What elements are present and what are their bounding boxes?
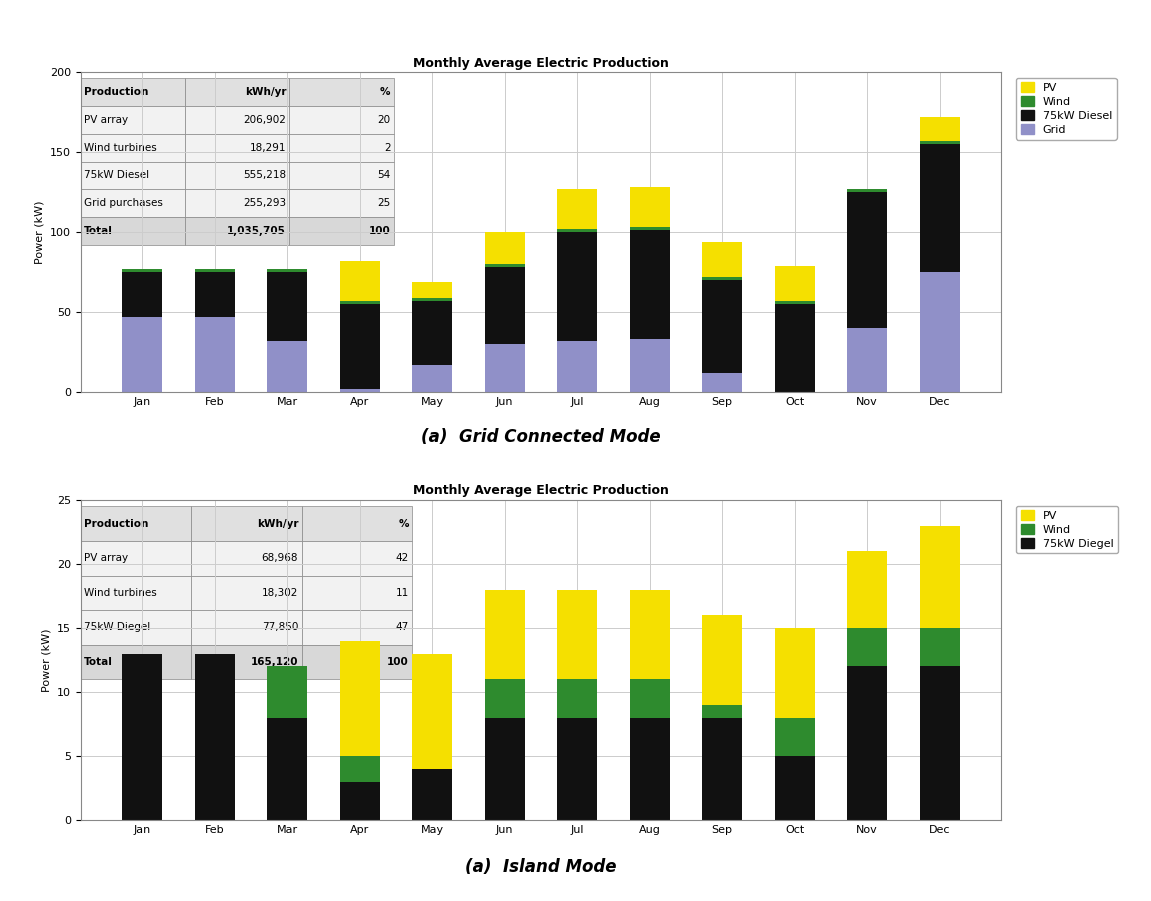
Bar (122, 268, 162, 272)
Bar (412, 769, 452, 820)
Bar (920, 144, 960, 272)
Bar (267, 341, 307, 392)
Bar (630, 187, 670, 227)
Bar (775, 717, 815, 756)
Title: Monthly Average Electric Production: Monthly Average Electric Production (413, 485, 669, 497)
Bar (485, 589, 525, 679)
Bar (847, 628, 887, 667)
Text: (a)  Island Mode: (a) Island Mode (465, 858, 617, 876)
Bar (485, 232, 525, 264)
Bar (267, 272, 307, 341)
Bar (195, 268, 235, 272)
Bar (122, 317, 162, 392)
Bar (340, 781, 380, 820)
Bar (630, 339, 670, 392)
Bar (775, 756, 815, 820)
Bar (267, 667, 307, 717)
Bar (412, 282, 452, 297)
Bar (630, 679, 670, 717)
Bar (630, 231, 670, 339)
Bar (920, 117, 960, 141)
Bar (920, 667, 960, 820)
Y-axis label: Power (kW): Power (kW) (35, 200, 44, 264)
Bar (485, 679, 525, 717)
Bar (557, 589, 597, 679)
Text: (a)  Grid Connected Mode: (a) Grid Connected Mode (421, 428, 661, 446)
Bar (267, 268, 307, 272)
Bar (485, 264, 525, 268)
Bar (702, 615, 742, 705)
Bar (702, 717, 742, 820)
Bar (847, 189, 887, 192)
Bar (630, 589, 670, 679)
Y-axis label: Power (kW): Power (kW) (41, 628, 51, 692)
Bar (122, 272, 162, 317)
Bar (920, 628, 960, 667)
Legend: PV, Wind, 75kW Diegel: PV, Wind, 75kW Diegel (1016, 505, 1118, 553)
Bar (702, 705, 742, 717)
Bar (775, 304, 815, 392)
Bar (557, 717, 597, 820)
Bar (702, 277, 742, 280)
Bar (412, 297, 452, 301)
Bar (702, 241, 742, 277)
Bar (702, 373, 742, 392)
Bar (630, 227, 670, 231)
Bar (920, 525, 960, 628)
Bar (775, 628, 815, 717)
Bar (195, 272, 235, 317)
Bar (195, 317, 235, 392)
Bar (847, 551, 887, 628)
Bar (775, 266, 815, 301)
Bar (775, 301, 815, 304)
Bar (340, 641, 380, 756)
Bar (702, 280, 742, 373)
Bar (340, 260, 380, 301)
Bar (340, 304, 380, 388)
Title: Monthly Average Electric Production: Monthly Average Electric Production (413, 57, 669, 69)
Bar (485, 717, 525, 820)
Bar (340, 301, 380, 304)
Bar (847, 328, 887, 392)
Bar (630, 717, 670, 820)
Bar (557, 232, 597, 341)
Bar (557, 679, 597, 717)
Bar (557, 341, 597, 392)
Bar (557, 189, 597, 229)
Bar (340, 756, 380, 781)
Bar (920, 272, 960, 392)
Bar (267, 717, 307, 820)
Bar (557, 229, 597, 232)
Bar (485, 344, 525, 392)
Bar (847, 667, 887, 820)
Bar (340, 388, 380, 392)
Bar (412, 653, 452, 769)
Bar (920, 141, 960, 144)
Bar (122, 653, 162, 820)
Bar (485, 268, 525, 344)
Legend: PV, Wind, 75kW Diesel, Grid: PV, Wind, 75kW Diesel, Grid (1016, 77, 1116, 140)
Bar (412, 365, 452, 392)
Bar (195, 653, 235, 820)
Bar (412, 301, 452, 365)
Bar (847, 192, 887, 328)
